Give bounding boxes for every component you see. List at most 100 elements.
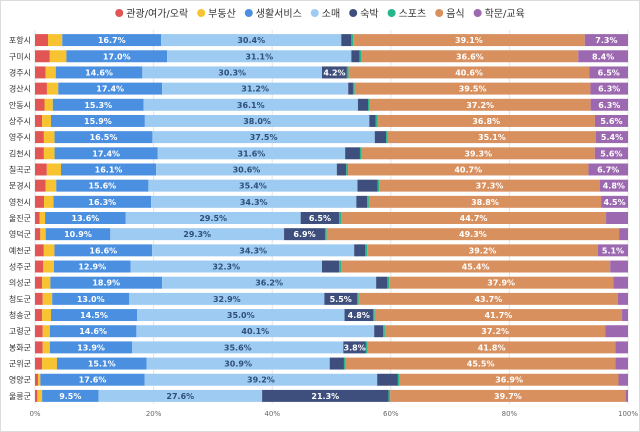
bar-segment <box>56 357 147 370</box>
bar-segment <box>322 260 340 273</box>
legend-item: 생활서비스 <box>244 7 302 20</box>
data-label: 36.2% <box>255 279 283 288</box>
bar-segment <box>613 276 628 289</box>
bar-segment <box>300 212 340 224</box>
bar-segment <box>35 292 43 305</box>
bar-segment <box>619 228 628 241</box>
bar-segment <box>42 389 99 402</box>
bar-segment <box>45 66 56 79</box>
bar-segment <box>588 163 628 176</box>
data-label: 17.0% <box>103 52 131 61</box>
bar-segment <box>143 98 358 111</box>
bar-segment <box>54 244 153 257</box>
bar-segment <box>379 179 600 192</box>
bar-segment <box>599 179 628 192</box>
bar-segment <box>35 82 47 95</box>
bar-segment <box>35 114 43 127</box>
bar-segment <box>356 292 359 305</box>
bar-segment <box>129 292 325 305</box>
bar-segment <box>397 373 400 386</box>
data-label: 44.7% <box>460 214 488 223</box>
bar-segment <box>341 34 352 47</box>
bar-segment <box>383 325 385 338</box>
category-label: 경산시 <box>9 84 31 94</box>
bar-segment <box>348 82 353 95</box>
data-label: 41.8% <box>478 343 506 352</box>
x-tick-label: 40% <box>264 410 280 418</box>
category-label: 영덕군 <box>9 229 31 239</box>
data-label: 16.6% <box>89 246 117 255</box>
bar-segment <box>387 131 596 144</box>
bar-segment <box>37 389 43 402</box>
bar-segment <box>35 389 38 402</box>
data-label: 40.7% <box>454 165 482 174</box>
category-label: 성주군 <box>9 263 31 272</box>
legend-item: 숙박 <box>349 8 379 20</box>
bar-segment <box>584 34 628 47</box>
bar-segment <box>46 82 59 95</box>
x-tick-label: 100% <box>618 410 638 418</box>
bar-segment <box>151 195 357 208</box>
data-label: 39.3% <box>464 149 492 158</box>
bar-segment <box>43 195 54 208</box>
bar-segment <box>590 98 628 111</box>
bar-segment <box>374 309 623 322</box>
data-label: 36.8% <box>472 117 500 126</box>
data-label: 5.5% <box>330 295 352 304</box>
bar-segment <box>66 50 168 63</box>
bar-segment <box>35 179 46 192</box>
bar-segment <box>390 389 626 402</box>
data-label: 16.7% <box>98 36 126 45</box>
bar-segment <box>617 292 628 305</box>
bar-segment <box>53 195 152 208</box>
data-label: 5.6% <box>600 149 622 158</box>
bar-segment <box>361 147 595 160</box>
data-label: 14.6% <box>79 327 107 336</box>
data-label: 40.6% <box>455 68 483 77</box>
bar-segment <box>50 276 163 289</box>
bar-segment <box>48 34 63 47</box>
data-label: 37.2% <box>481 327 509 336</box>
bar-segment <box>610 260 628 273</box>
bar-segment <box>322 66 347 79</box>
legend-marker <box>115 9 124 17</box>
bar-segment <box>35 325 43 338</box>
data-label: 39.5% <box>459 85 487 94</box>
category-label: 칠곡군 <box>9 165 31 174</box>
data-label: 34.3% <box>239 246 267 255</box>
bar-segment <box>388 389 391 402</box>
data-label: 16.5% <box>90 133 118 142</box>
bar-segment <box>54 147 158 160</box>
bar-segment <box>35 131 44 144</box>
bar-segment <box>43 244 55 257</box>
bar-segment <box>369 98 591 111</box>
bar-segment <box>136 309 345 322</box>
bar-segment <box>157 147 346 160</box>
bar-segment <box>348 163 589 176</box>
data-label: 39.1% <box>455 36 483 45</box>
data-label: 13.0% <box>77 295 105 304</box>
bar-segment <box>43 260 54 273</box>
bar-segment <box>374 325 384 338</box>
bar-segment <box>43 131 55 144</box>
category-label: 군위군 <box>9 360 31 369</box>
data-label: 16.3% <box>88 198 116 207</box>
bar-segment <box>35 260 44 273</box>
category-label: 안동시 <box>9 100 31 110</box>
data-label: 37.2% <box>466 101 494 110</box>
bar-segment <box>49 50 67 63</box>
data-label: 6.9% <box>293 230 315 239</box>
bar-segment <box>167 50 352 63</box>
legend-item: 소매 <box>310 8 340 20</box>
category-label: 의성군 <box>9 278 31 288</box>
legend-label: 스포츠 <box>399 8 427 20</box>
bar-segment <box>161 34 342 47</box>
data-label: 45.4% <box>462 263 490 272</box>
data-label: 7.3% <box>595 36 617 45</box>
data-label: 17.4% <box>96 85 124 94</box>
data-label: 12.9% <box>78 263 106 272</box>
legend-label: 음식 <box>446 8 464 20</box>
data-label: 36.1% <box>237 101 265 110</box>
x-tick-label: 60% <box>383 410 399 418</box>
legend-marker <box>435 9 444 17</box>
